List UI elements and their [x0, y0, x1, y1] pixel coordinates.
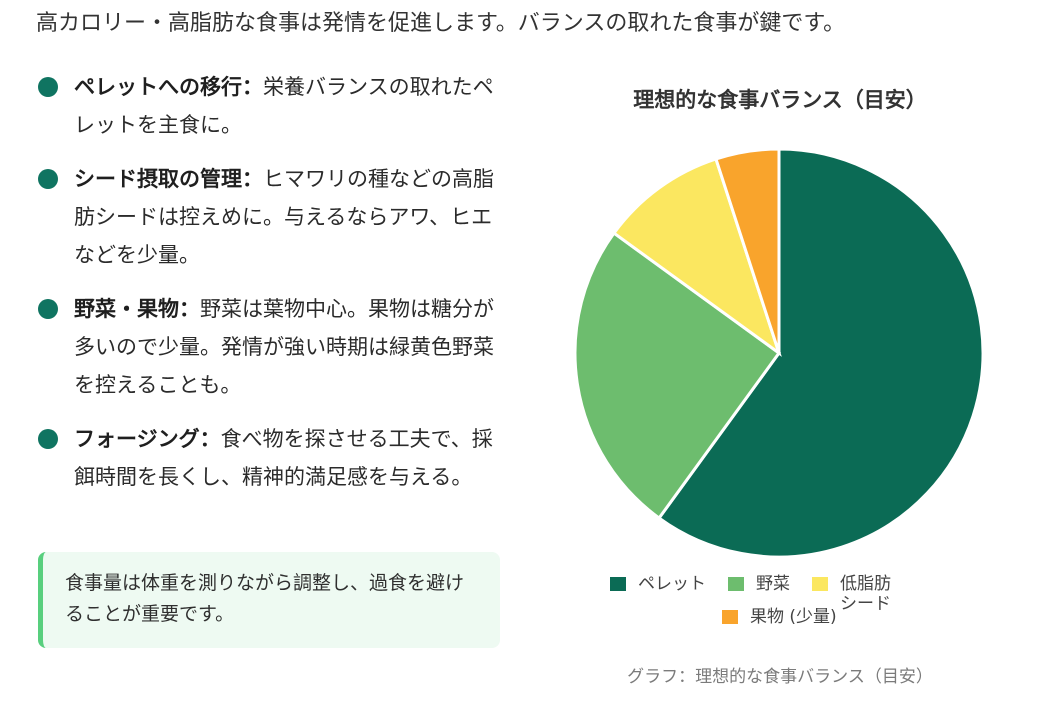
chart-caption: グラフ：理想的な食事バランス（目安）	[627, 667, 933, 687]
legend-swatch	[610, 577, 626, 591]
legend-label: 低脂肪シード	[840, 574, 891, 614]
tip-item-pellet: ペレットへの移行：栄養バランスの取れたペレットを主食に。	[36, 68, 506, 144]
tip-item-seed: シード摂取の管理：ヒマワリの種などの高脂肪シードは控えめに。与えるならアワ、ヒエ…	[36, 160, 506, 274]
legend-swatch	[728, 577, 744, 591]
pie-slice-low-fat-seed	[611, 157, 782, 357]
tips-list: ペレットへの移行：栄養バランスの取れたペレットを主食に。 シード摂取の管理：ヒマ…	[36, 68, 506, 512]
legend-label: ペレット	[638, 574, 706, 594]
tip-item-vegetables: 野菜・果物：野菜は葉物中心。果物は糖分が多いので少量。発情が強い時期は緑黄色野菜…	[36, 290, 506, 404]
tip-text: 野菜は葉物中心。果物は糖分が多いので少量。発情が強い時期は緑黄色野菜を控えること…	[74, 297, 494, 397]
tip-title: 野菜・果物：	[74, 297, 200, 321]
legend-label: 果物 (少量)	[750, 607, 837, 627]
legend-swatch	[812, 577, 828, 591]
bullet-dot-icon	[38, 299, 58, 319]
bullet-dot-icon	[38, 77, 58, 97]
tip-title: フォージング：	[74, 427, 221, 451]
bullet-dot-icon	[38, 429, 58, 449]
tip-item-foraging: フォージング：食べ物を探させる工夫で、採餌時間を長くし、精神的満足感を与える。	[36, 420, 506, 496]
tip-title: ペレットへの移行：	[74, 75, 263, 99]
pie-slice-fruit	[714, 147, 781, 354]
pie-slice-pellet	[656, 147, 985, 559]
bullet-dot-icon	[38, 169, 58, 189]
pie-chart	[573, 147, 985, 559]
legend-label: 野菜	[756, 574, 790, 594]
tip-title: シード摂取の管理：	[74, 167, 263, 191]
legend-swatch	[722, 610, 738, 624]
note-box: 食事量は体重を測りながら調整し、過食を避けることが重要です。	[38, 552, 500, 648]
note-text: 食事量は体重を測りながら調整し、過食を避けることが重要です。	[65, 572, 465, 625]
tip-text: 食べ物を探させる工夫で、採餌時間を長くし、精神的満足感を与える。	[74, 427, 493, 489]
tip-text: 栄養バランスの取れたペレットを主食に。	[74, 75, 494, 137]
tip-text: ヒマワリの種などの高脂肪シードは控えめに。与えるならアワ、ヒエなどを少量。	[74, 167, 494, 267]
chart-title: 理想的な食事バランス（目安）	[633, 88, 927, 112]
pie-slice-vegetables	[573, 230, 782, 521]
intro-text: 高カロリー・高脂肪な食事は発情を促進します。バランスの取れた食事が鍵です。	[36, 11, 846, 36]
